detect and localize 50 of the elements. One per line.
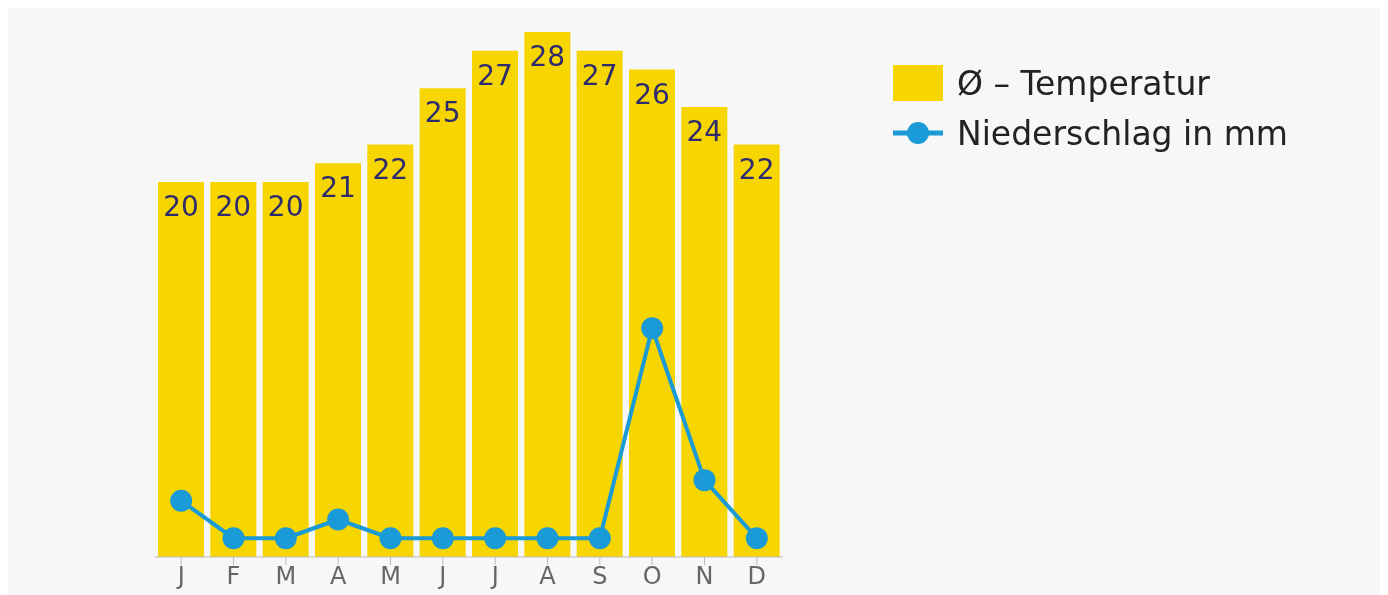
bar (367, 144, 414, 557)
x-tick-label: D (747, 562, 767, 591)
bar (733, 144, 780, 557)
bar (419, 88, 466, 557)
bar (629, 69, 675, 557)
x-tick-label: J (175, 562, 185, 591)
point (745, 527, 768, 550)
point (327, 508, 350, 531)
legend-label: Niederschlag in mm (957, 113, 1288, 153)
bar (576, 50, 623, 557)
point (536, 527, 559, 550)
x-tick-label: N (695, 562, 714, 591)
x-tick-label: J (489, 562, 499, 591)
data-label: 28 (529, 40, 566, 73)
bar (472, 50, 518, 557)
bar (158, 182, 204, 557)
bar (524, 32, 571, 557)
x-tick-label: O (642, 562, 662, 591)
point (641, 317, 664, 340)
x-tick-label: F (226, 562, 241, 591)
bar (315, 163, 361, 557)
data-label: 21 (320, 171, 356, 205)
data-label: 20 (163, 190, 199, 223)
data-label: 22 (738, 152, 775, 186)
x-tick-label: A (539, 562, 557, 591)
point (222, 527, 245, 550)
data-label: 27 (581, 58, 618, 92)
point (431, 527, 454, 550)
data-label: 27 (477, 58, 513, 92)
bar (210, 182, 257, 557)
x-tick-label: M (380, 562, 401, 591)
data-label: 22 (372, 152, 409, 186)
point (170, 489, 193, 512)
x-tick-label: S (592, 562, 608, 591)
point (484, 527, 507, 550)
data-label: 26 (634, 77, 670, 111)
data-label: 20 (215, 190, 252, 223)
point (693, 469, 716, 492)
point (379, 527, 402, 550)
data-label: 20 (267, 190, 304, 223)
data-label: 24 (686, 115, 723, 148)
legend-label: Ø – Temperatur (957, 63, 1210, 103)
data-label: 25 (424, 96, 461, 130)
x-tick-label: A (329, 562, 347, 591)
x-tick-label: M (275, 562, 297, 591)
bar (681, 107, 728, 557)
point (588, 527, 611, 550)
point (274, 527, 297, 550)
x-tick-label: J (437, 562, 447, 591)
bar (262, 182, 309, 557)
